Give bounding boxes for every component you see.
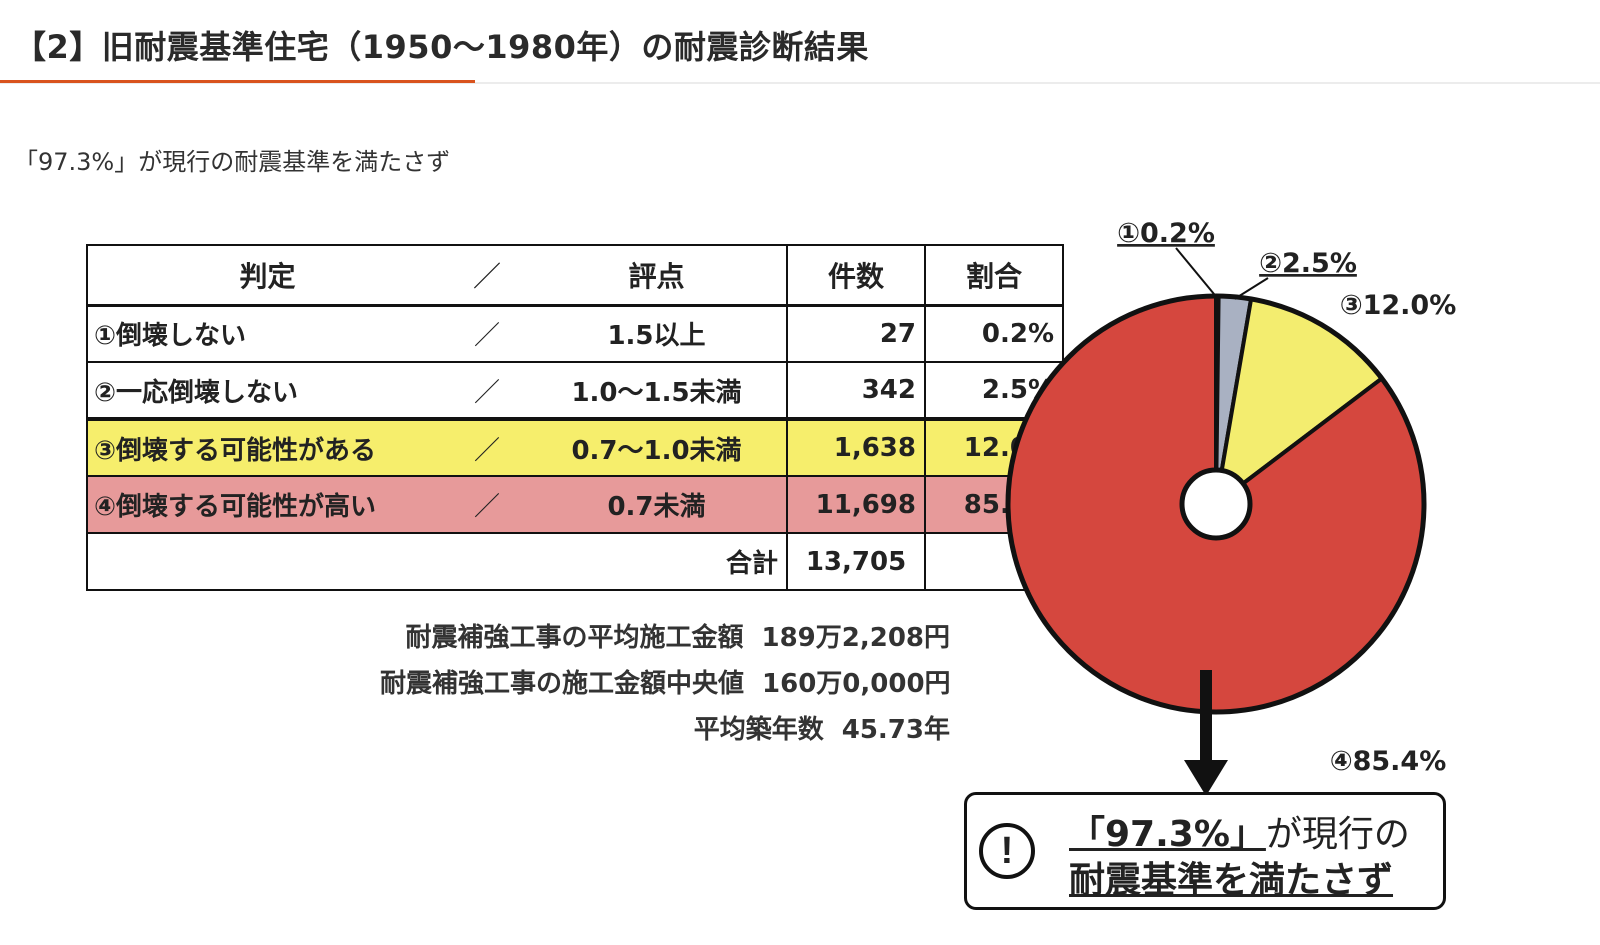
row-count: 1,638 bbox=[786, 417, 926, 477]
table-total-row: 合計 13,705 bbox=[86, 532, 1064, 591]
pie-center-hole bbox=[1179, 467, 1253, 541]
row-count: 27 bbox=[786, 304, 926, 363]
stat-label: 平均築年数 bbox=[693, 715, 824, 745]
table-row: ②一応倒壊しない ／ 1.0〜1.5未満 342 2.5% bbox=[86, 361, 1064, 420]
heading-accent-bar bbox=[0, 80, 475, 83]
exclamation-circle-icon: ! bbox=[979, 823, 1035, 879]
stat-value: 160万0,000円 bbox=[762, 669, 951, 699]
row-label: ④倒壊する可能性が高い bbox=[86, 475, 447, 534]
page-title: 【2】旧耐震基準住宅（1950〜1980年）の耐震診断結果 bbox=[14, 28, 869, 66]
row-count: 342 bbox=[786, 361, 926, 420]
header-score: 評点 bbox=[527, 244, 788, 307]
header-ratio: 割合 bbox=[924, 244, 1064, 307]
row-slash: ／ bbox=[447, 417, 527, 477]
row-ratio: 0.2% bbox=[924, 304, 1064, 363]
row-score: 1.5以上 bbox=[527, 304, 788, 363]
pie-leader-line bbox=[1175, 247, 1219, 299]
pie-leader-line bbox=[1234, 277, 1269, 300]
callout-line-2: 耐震基準を満たさず bbox=[1069, 860, 1394, 901]
conclusion-callout: ! 「97.3%」が現行の 耐震基準を満たさず bbox=[964, 792, 1446, 910]
stat-label: 耐震補強工事の施工金額中央値 bbox=[380, 669, 745, 699]
pie-slice-label: ②2.5% bbox=[1259, 248, 1357, 279]
row-label: ②一応倒壊しない bbox=[86, 361, 447, 420]
row-slash: ／ bbox=[447, 475, 527, 534]
row-score: 0.7〜1.0未満 bbox=[527, 417, 788, 477]
cost-stats: 耐震補強工事の平均施工金額 189万2,208円 耐震補強工事の施工金額中央値 16… bbox=[380, 618, 951, 756]
stat-line: 耐震補強工事の施工金額中央値 160万0,000円 bbox=[380, 664, 951, 710]
stat-line: 耐震補強工事の平均施工金額 189万2,208円 bbox=[380, 618, 950, 664]
stat-label: 耐震補強工事の平均施工金額 bbox=[405, 623, 744, 653]
row-label: ①倒壊しない bbox=[86, 304, 447, 363]
row-score: 1.0〜1.5未満 bbox=[527, 361, 788, 420]
table-row: ①倒壊しない ／ 1.5以上 27 0.2% bbox=[86, 304, 1064, 363]
row-label: ③倒壊する可能性がある bbox=[86, 417, 447, 477]
table-row: ④倒壊する可能性が高い ／ 0.7未満 11,698 85.4% bbox=[86, 475, 1064, 534]
diagnosis-table: 判定 ／ 評点 件数 割合 ①倒壊しない ／ 1.5以上 27 0.2% ②一応… bbox=[86, 244, 1064, 591]
header-slash: ／ bbox=[447, 244, 527, 307]
callout-line-1: 「97.3%」が現行の bbox=[1069, 805, 1410, 857]
row-slash: ／ bbox=[447, 361, 527, 420]
row-score: 0.7未満 bbox=[527, 475, 788, 534]
total-value: 13,705 bbox=[786, 532, 926, 591]
callout-highlight: 「97.3%」 bbox=[1069, 814, 1266, 855]
lead-text: 「97.3%」が現行の耐震基準を満たさず bbox=[14, 148, 451, 176]
pie-slice-label: ③12.0% bbox=[1340, 290, 1457, 321]
down-arrow-head bbox=[1184, 760, 1228, 796]
row-count: 11,698 bbox=[786, 475, 926, 534]
header-judgement: 判定 bbox=[86, 244, 447, 307]
row-slash: ／ bbox=[447, 304, 527, 363]
pie-slice-label: ①0.2% bbox=[1117, 218, 1215, 249]
header-count: 件数 bbox=[786, 244, 926, 307]
stat-value: 189万2,208円 bbox=[761, 623, 950, 653]
stat-value: 45.73年 bbox=[841, 715, 950, 745]
page-heading: 【2】旧耐震基準住宅（1950〜1980年）の耐震診断結果 bbox=[0, 0, 1600, 84]
pie-slice-label: ④85.4% bbox=[1330, 746, 1447, 777]
total-label: 合計 bbox=[86, 532, 788, 591]
pie-chart: ①0.2% ②2.5% ③12.0% ④85.4% bbox=[1005, 218, 1457, 796]
table-header-row: 判定 ／ 評点 件数 割合 bbox=[86, 244, 1064, 307]
table-row: ③倒壊する可能性がある ／ 0.7〜1.0未満 1,638 12.0% bbox=[86, 417, 1064, 477]
callout-line-1-rest: が現行の bbox=[1265, 814, 1410, 855]
stat-line: 平均築年数 45.73年 bbox=[380, 710, 950, 756]
